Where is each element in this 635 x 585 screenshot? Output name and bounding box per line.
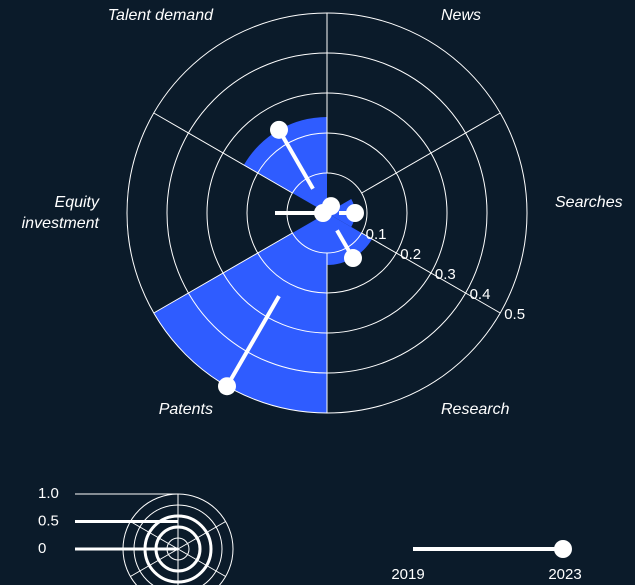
- legend-spoke: [130, 521, 179, 550]
- wedge: [327, 213, 373, 265]
- legend-spoke: [130, 548, 179, 577]
- ring-label: 0.1: [366, 226, 387, 243]
- wedge: [153, 213, 327, 413]
- legend-spoke: [177, 521, 226, 550]
- legend-tick-label: 0: [38, 540, 46, 557]
- category-label: Searches: [555, 194, 623, 211]
- spoke: [153, 112, 293, 194]
- change-line: [277, 128, 315, 190]
- category-label: Research: [441, 401, 510, 419]
- dot: [314, 204, 332, 222]
- year-legend-label: 2019: [391, 566, 424, 583]
- legend-spoke: [177, 548, 226, 577]
- legend-tick-label: 0.5: [38, 512, 59, 529]
- spoke: [361, 112, 501, 194]
- year-legend-label: 2023: [548, 566, 581, 583]
- category-label: Equity investment: [21, 194, 99, 232]
- ring-label: 0.5: [504, 306, 525, 323]
- change-line: [225, 295, 281, 388]
- category-label: News: [441, 6, 482, 24]
- ring-label: 0.2: [400, 246, 421, 263]
- year-legend-dot: [554, 540, 572, 558]
- dot: [346, 204, 364, 222]
- category-label: Talent demand: [107, 6, 213, 24]
- category-label: Patents: [158, 401, 213, 419]
- ring-label: 0.3: [435, 266, 456, 283]
- dot: [218, 377, 236, 396]
- dot: [344, 249, 362, 268]
- legend-tick-label: 1.0: [38, 485, 59, 502]
- ring-label: 0.4: [470, 286, 491, 303]
- spoke: [361, 232, 501, 314]
- wedge: [243, 117, 327, 213]
- dot: [270, 120, 288, 139]
- spoke: [153, 232, 293, 314]
